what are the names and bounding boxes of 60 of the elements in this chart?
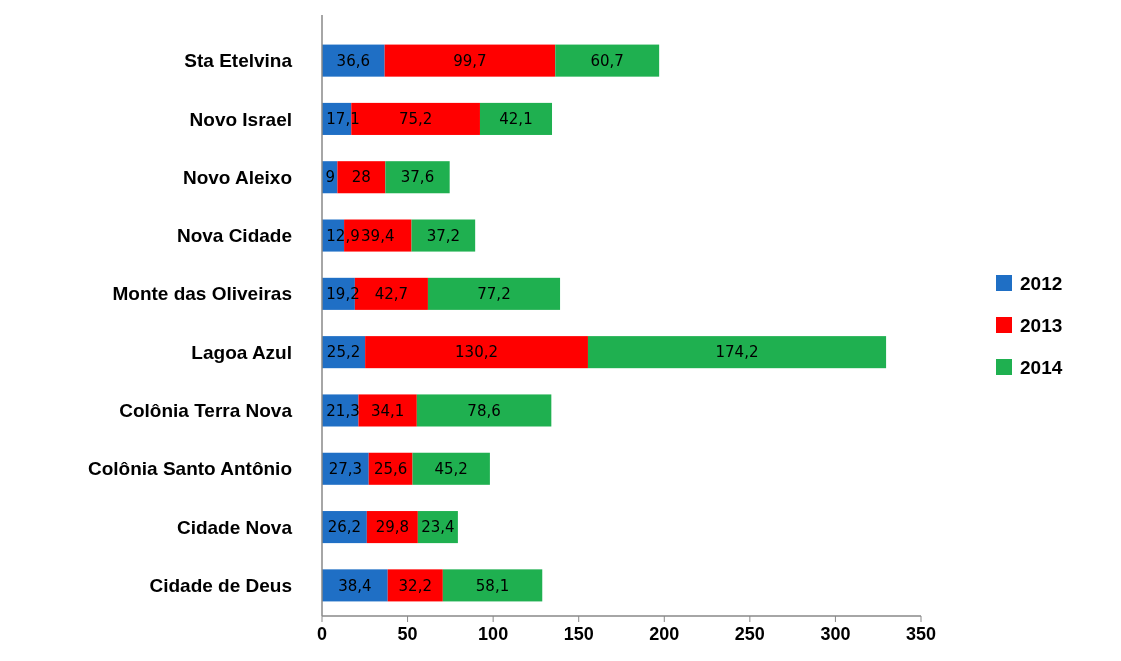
x-tick-label: 350 bbox=[905, 624, 937, 644]
y-tick-label: Sta Etelvina bbox=[184, 50, 293, 72]
bar bbox=[384, 44, 556, 77]
y-tick-label: Monte das Oliveiras bbox=[112, 283, 292, 305]
y-tick-label: Cidade Nova bbox=[176, 516, 293, 538]
data-label: 77,2 bbox=[477, 285, 511, 304]
bar bbox=[337, 161, 386, 194]
x-tick-label: 150 bbox=[563, 624, 594, 644]
legend-label: 2013 bbox=[1020, 314, 1063, 336]
data-label: 78,6 bbox=[467, 401, 501, 420]
data-label: 25,6 bbox=[373, 460, 408, 479]
data-label: 174,2 bbox=[715, 343, 759, 362]
bar bbox=[479, 102, 553, 135]
bar bbox=[411, 219, 476, 252]
data-label: 23,4 bbox=[421, 518, 455, 537]
x-tick-label: 0 bbox=[316, 624, 328, 644]
y-tick-label: Nova Cidade bbox=[176, 225, 292, 247]
data-label: 58,1 bbox=[475, 576, 510, 595]
data-label: 60,7 bbox=[590, 51, 624, 70]
x-tick-label: 200 bbox=[649, 624, 680, 644]
legend-label: 2014 bbox=[1020, 356, 1063, 378]
data-label: 99,7 bbox=[453, 51, 487, 70]
legend-label: 2012 bbox=[1020, 272, 1063, 294]
bar bbox=[427, 277, 561, 310]
data-label: 25,2 bbox=[326, 343, 361, 362]
data-label: 29,8 bbox=[375, 518, 410, 537]
data-label: 34,1 bbox=[370, 401, 405, 420]
data-label: 130,2 bbox=[455, 343, 499, 362]
data-label: 42,7 bbox=[374, 285, 409, 304]
data-label: 28 bbox=[351, 168, 371, 187]
data-label: 27,3 bbox=[328, 460, 363, 479]
bar bbox=[365, 336, 588, 369]
bar bbox=[385, 161, 450, 194]
bar bbox=[358, 394, 417, 427]
data-label: 26,2 bbox=[327, 518, 362, 537]
x-tick-label: 250 bbox=[734, 624, 765, 644]
data-label: 42,1 bbox=[499, 110, 533, 129]
bar bbox=[555, 44, 660, 77]
y-tick-label: Cidade de Deus bbox=[149, 575, 292, 597]
data-label: 75,2 bbox=[398, 110, 433, 129]
x-tick-label: 100 bbox=[478, 624, 509, 644]
data-label: 45,2 bbox=[434, 460, 468, 479]
bar bbox=[412, 452, 490, 485]
y-tick-label: Colônia Santo Antônio bbox=[87, 458, 292, 480]
x-tick-label: 300 bbox=[820, 624, 851, 644]
bar bbox=[587, 336, 887, 369]
data-label: 37,6 bbox=[400, 168, 435, 187]
x-tick-label: 50 bbox=[397, 624, 418, 644]
y-tick-label: Colônia Terra Nova bbox=[119, 400, 293, 422]
bar bbox=[442, 569, 543, 602]
bar bbox=[416, 394, 552, 427]
y-tick-label: Lagoa Azul bbox=[191, 341, 292, 363]
y-tick-label: Novo Israel bbox=[189, 108, 292, 130]
data-label: 38,4 bbox=[338, 576, 372, 595]
data-label: 37,2 bbox=[426, 226, 461, 245]
y-tick-label: Novo Aleixo bbox=[182, 166, 292, 188]
data-label: 32,2 bbox=[398, 576, 432, 595]
data-label: 36,6 bbox=[336, 51, 371, 70]
data-label: 39,4 bbox=[361, 226, 395, 245]
data-label: 9 bbox=[325, 168, 336, 187]
